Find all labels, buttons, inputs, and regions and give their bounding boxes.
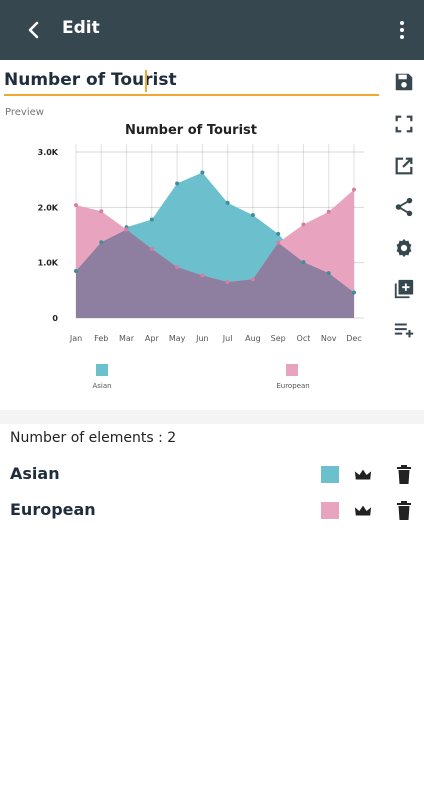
fullscreen-icon[interactable]	[388, 108, 420, 140]
playlist-add-icon[interactable]	[388, 314, 420, 346]
x-tick-label: Sep	[271, 334, 286, 343]
x-tick-label: Dec	[346, 334, 361, 343]
element-name: European	[10, 500, 96, 519]
y-tick-label: 1.0K	[38, 259, 59, 268]
data-point-asian	[225, 200, 230, 205]
data-point-european	[225, 280, 230, 285]
data-point-asian	[200, 170, 205, 175]
area-overlap	[76, 229, 354, 318]
color-swatch[interactable]	[321, 502, 339, 519]
y-tick-label: 2.0K	[38, 203, 59, 212]
element-row-european[interactable]: European	[0, 494, 424, 528]
data-point-asian	[149, 217, 154, 222]
more-vert-icon[interactable]	[390, 18, 414, 42]
trash-icon[interactable]	[396, 501, 412, 520]
data-point-european	[276, 240, 281, 245]
data-point-asian	[301, 260, 306, 265]
chart-legend: Asian European	[92, 364, 310, 390]
data-point-asian	[99, 240, 104, 245]
x-tick-label: Aug	[245, 334, 261, 343]
page-title: Edit	[62, 18, 100, 38]
save-icon[interactable]	[388, 66, 420, 98]
data-point-european	[352, 187, 356, 192]
app-bar: Edit	[0, 0, 424, 60]
x-tick-label: Jun	[195, 334, 209, 343]
crown-icon[interactable]	[354, 503, 372, 519]
preview-label: Preview	[5, 107, 44, 118]
data-point-asian	[74, 268, 78, 273]
data-point-european	[99, 209, 104, 214]
data-point-european	[250, 277, 255, 282]
data-point-asian	[352, 290, 356, 295]
open-external-icon[interactable]	[388, 150, 420, 182]
chart-name-input[interactable]	[4, 66, 379, 96]
arrow-back-icon[interactable]	[22, 18, 46, 42]
x-tick-label: Apr	[145, 334, 160, 343]
x-tick-label: Jan	[69, 334, 82, 343]
x-tick-label: Jul	[222, 334, 233, 343]
x-tick-label: May	[169, 334, 186, 343]
share-icon[interactable]	[388, 191, 420, 223]
data-point-asian	[326, 271, 331, 276]
chart-title: Number of Tourist	[125, 123, 257, 138]
data-point-asian	[276, 231, 281, 236]
chart-points	[74, 170, 356, 295]
legend-swatch	[286, 364, 298, 376]
chart-ticks: 0 1.0K 2.0K 3.0K Jan Feb Mar Apr May Jun Jul Aug Sep…	[38, 148, 362, 343]
elements-count: Number of elements : 2	[10, 430, 177, 446]
data-point-european	[149, 246, 154, 251]
y-tick-label: 0	[52, 314, 58, 323]
data-point-european	[175, 265, 180, 270]
element-row-asian[interactable]: Asian	[0, 458, 424, 492]
section-divider	[0, 410, 424, 424]
color-swatch[interactable]	[321, 466, 339, 483]
chart-areas	[76, 172, 354, 318]
data-point-asian	[175, 181, 180, 186]
data-point-asian	[250, 213, 255, 218]
legend-swatch	[96, 364, 108, 376]
x-tick-label: Oct	[297, 334, 311, 343]
data-point-european	[74, 203, 78, 208]
add-library-icon[interactable]	[388, 273, 420, 305]
data-point-european	[326, 209, 331, 214]
data-point-european	[200, 273, 205, 278]
data-point-european	[301, 222, 306, 227]
settings-icon[interactable]	[388, 232, 420, 264]
crown-icon[interactable]	[354, 467, 372, 483]
area-chart: Number of Tourist 0 1.0K 2.0K 3.0K Jan Feb Mar…	[38, 123, 364, 390]
y-tick-label: 3.0K	[38, 148, 59, 157]
text-caret	[145, 70, 147, 92]
x-tick-label: Mar	[119, 334, 135, 343]
x-tick-label: Feb	[94, 334, 108, 343]
x-tick-label: Nov	[321, 334, 337, 343]
legend-label: European	[276, 382, 309, 390]
element-name: Asian	[10, 464, 60, 483]
trash-icon[interactable]	[396, 465, 412, 484]
legend-label: Asian	[92, 382, 111, 390]
data-point-european	[124, 227, 129, 232]
